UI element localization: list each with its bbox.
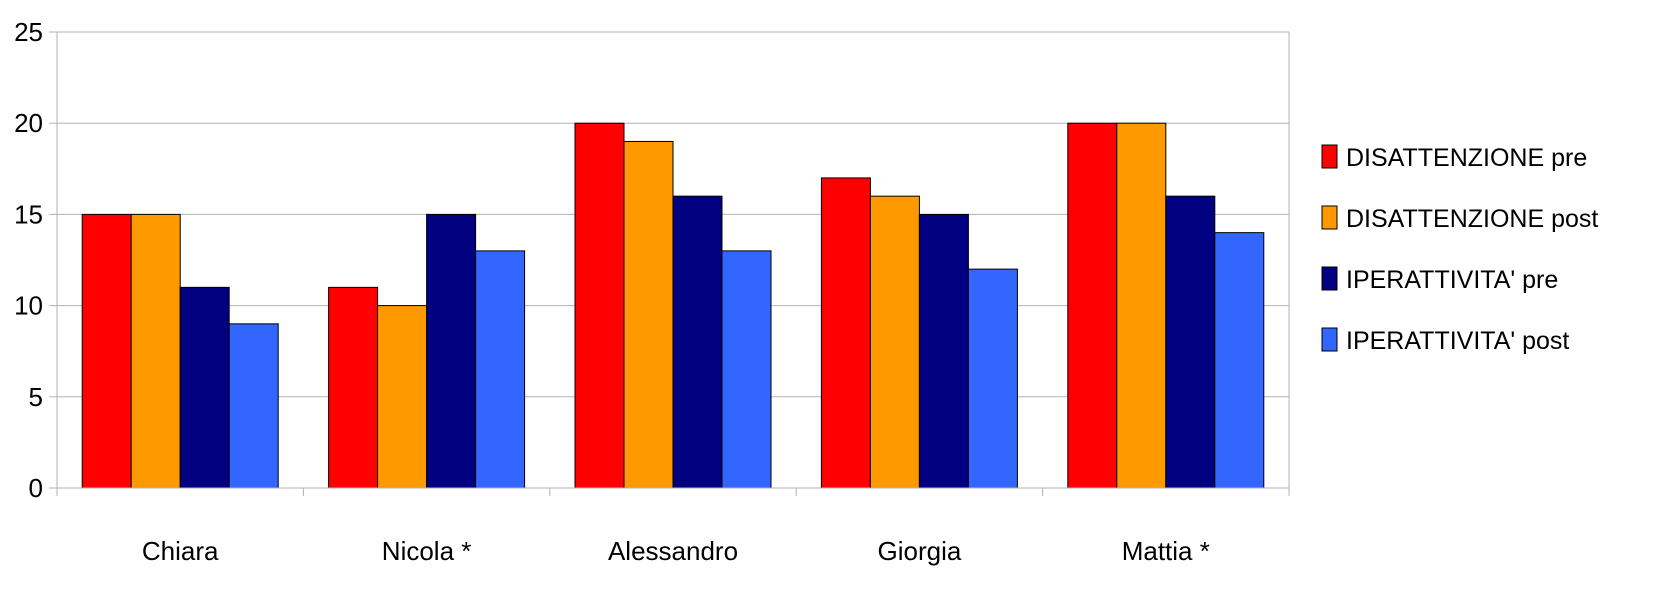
bar-alessandro-series-1 — [623, 140, 674, 489]
bar-chiara-series-1 — [130, 213, 181, 489]
bar-chiara-series-0 — [81, 213, 132, 489]
legend-swatch — [1321, 266, 1338, 291]
bar-alessandro-series-0 — [574, 122, 625, 489]
y-tick-label: 25 — [14, 17, 43, 47]
legend-swatch — [1321, 205, 1338, 230]
legend-swatch — [1321, 144, 1338, 169]
legend-swatch — [1321, 327, 1338, 352]
bars — [81, 122, 1265, 489]
x-category-label: Alessandro — [608, 536, 738, 566]
bar-nicola-series-2 — [426, 213, 477, 489]
x-category-label: Giorgia — [877, 536, 961, 566]
y-tick-label: 10 — [14, 291, 43, 321]
bar-giorgia-series-0 — [820, 177, 871, 489]
legend: DISATTENZIONE pre DISATTENZIONE post IPERA… — [1321, 144, 1598, 355]
bar-alessandro-series-2 — [672, 195, 723, 489]
bar-giorgia-series-2 — [918, 213, 969, 489]
x-category-label: Mattia * — [1122, 536, 1210, 566]
y-tick-label: 20 — [14, 108, 43, 138]
bar-chiara-series-3 — [228, 323, 279, 489]
bar-mattia-series-2 — [1165, 195, 1216, 489]
bar-giorgia-series-1 — [869, 195, 920, 489]
axes: 0 5 10 15 20 25 Chiara Nicola * Alessandro Giorgi… — [14, 17, 1290, 566]
y-tick-label: 15 — [14, 199, 43, 229]
bar-chiara-series-2 — [179, 286, 230, 489]
bar-alessandro-series-3 — [721, 250, 772, 489]
legend-label: IPERATTIVITA' pre — [1346, 266, 1558, 294]
bar-mattia-series-0 — [1067, 122, 1118, 489]
bar-giorgia-series-3 — [967, 268, 1018, 489]
legend-label: DISATTENZIONE post — [1346, 205, 1598, 233]
bar-nicola-series-0 — [328, 286, 379, 489]
bar-mattia-series-3 — [1214, 232, 1265, 489]
bar-nicola-series-1 — [377, 305, 428, 489]
bar-nicola-series-3 — [475, 250, 526, 489]
bar-mattia-series-1 — [1116, 122, 1167, 489]
x-category-label: Nicola * — [382, 536, 472, 566]
y-tick-label: 0 — [29, 473, 43, 503]
y-tick-label: 5 — [29, 382, 43, 412]
legend-label: IPERATTIVITA' post — [1346, 327, 1569, 355]
x-category-label: Chiara — [142, 536, 219, 566]
legend-label: DISATTENZIONE pre — [1346, 144, 1587, 172]
